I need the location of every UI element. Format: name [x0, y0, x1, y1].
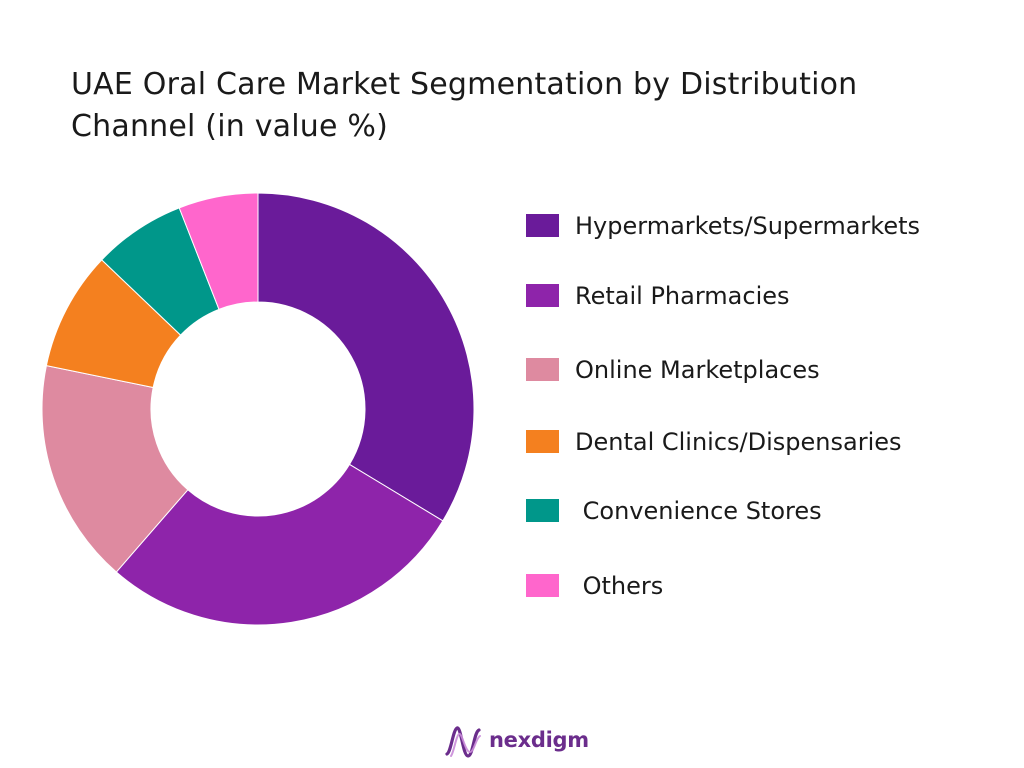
legend-label-dental-clinics: Dental Clinics/Dispensaries [575, 428, 902, 456]
donut-slice-online-marketplaces [41, 365, 189, 573]
legend-swatch-dental-clinics [526, 430, 559, 453]
legend-swatch-online-marketplaces [526, 358, 559, 381]
nexdigm-logo-icon [445, 726, 481, 758]
legend-label-hypermarkets: Hypermarkets/Supermarkets [575, 212, 921, 240]
brand-logo: nexdigm [443, 722, 603, 762]
legend-item-others: Others [526, 566, 1006, 606]
donut-slice-hypermarkets-supermarkets [257, 192, 475, 522]
legend-label-online-marketplaces: Online Marketplaces [575, 356, 820, 384]
legend-item-convenience-stores: Convenience Stores [526, 491, 1006, 531]
legend-swatch-convenience-stores [526, 499, 559, 522]
legend-swatch-retail-pharmacies [526, 284, 559, 307]
chart-title-line-2: Channel (in value %) [71, 109, 388, 144]
donut-slice-retail-pharmacies [115, 463, 444, 626]
brand-name: nexdigm [489, 728, 589, 752]
legend-label-convenience-stores: Convenience Stores [575, 497, 822, 525]
chart-title: UAE Oral Care Market Segmentation by Dis… [71, 64, 971, 148]
legend-item-dental-clinics: Dental Clinics/Dispensaries [526, 422, 1006, 462]
legend-label-retail-pharmacies: Retail Pharmacies [575, 282, 790, 310]
legend-item-online-marketplaces: Online Marketplaces [526, 350, 1006, 390]
legend-swatch-hypermarkets [526, 214, 559, 237]
legend-item-retail-pharmacies: Retail Pharmacies [526, 276, 1006, 316]
legend-item-hypermarkets: Hypermarkets/Supermarkets [526, 206, 1006, 246]
legend-label-others: Others [575, 572, 664, 600]
chart-title-line-1: UAE Oral Care Market Segmentation by Dis… [71, 67, 858, 102]
legend-swatch-others [526, 574, 559, 597]
donut-slice-others [178, 192, 259, 311]
